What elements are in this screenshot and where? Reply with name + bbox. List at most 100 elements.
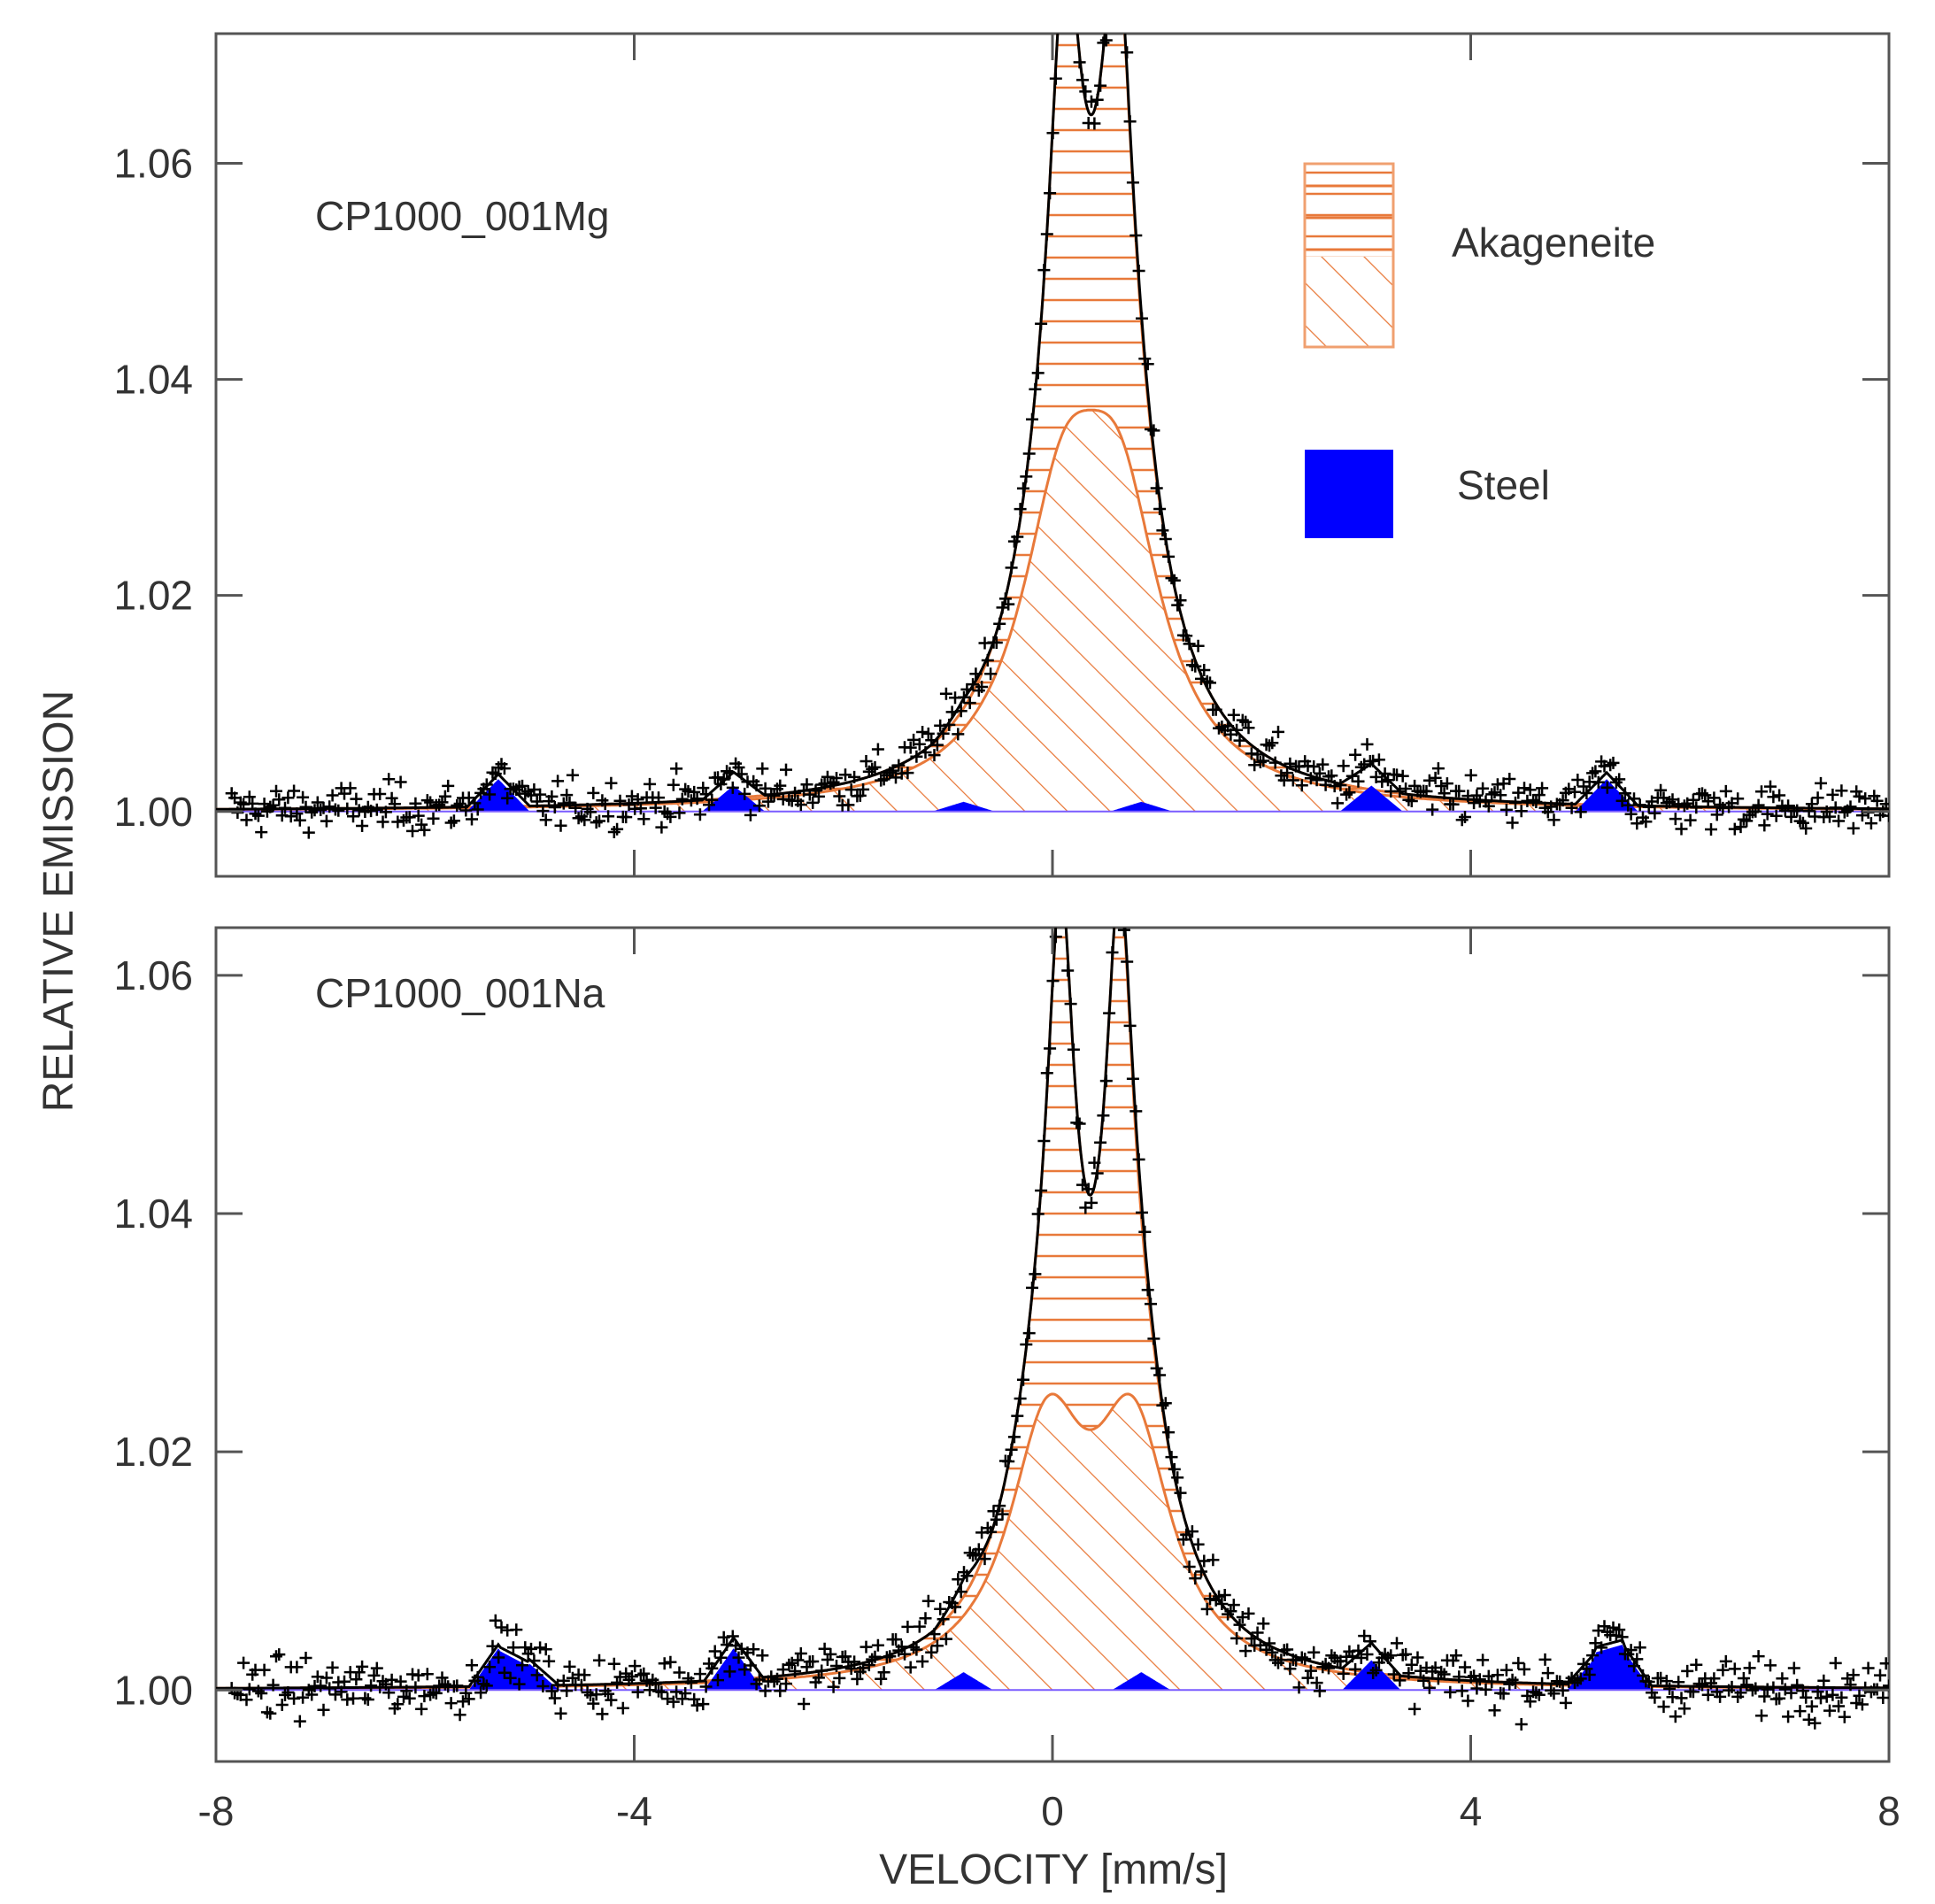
panel-top-plot-area: [216, 34, 1889, 839]
data-point: [1284, 1662, 1297, 1676]
data-point: [1853, 790, 1866, 803]
data-point: [320, 814, 333, 828]
data-point: [1800, 821, 1813, 835]
data-point: [1295, 779, 1308, 792]
data-point: [1716, 1663, 1730, 1677]
data-point: [347, 810, 359, 823]
data-point: [967, 1549, 980, 1562]
data-point: [332, 804, 345, 817]
data-point: [812, 790, 825, 803]
data-point: [1710, 808, 1723, 821]
data-point: [572, 812, 585, 825]
data-point: [587, 1697, 600, 1710]
data-point: [717, 1630, 730, 1644]
data-point: [631, 1685, 644, 1699]
x-tick-label: 0: [1041, 1788, 1064, 1834]
data-point: [534, 788, 547, 801]
data-point: [1253, 756, 1267, 768]
data-point: [1307, 760, 1321, 773]
data-point: [1545, 1684, 1558, 1697]
data-point: [365, 1679, 378, 1692]
data-point: [1213, 721, 1225, 735]
data-point: [1569, 785, 1581, 798]
data-point: [1817, 1674, 1831, 1687]
data-point: [1331, 797, 1344, 810]
data-point: [510, 1623, 523, 1637]
panel-bottom-axes: 1.00 1.02 1.04 1.06: [113, 928, 1889, 1761]
data-point: [1530, 1686, 1543, 1700]
data-point: [1791, 1678, 1804, 1692]
data-point: [237, 1656, 251, 1669]
data-point: [688, 785, 701, 798]
data-point: [497, 762, 511, 775]
data-point: [444, 816, 458, 829]
data-point: [279, 1688, 291, 1701]
data-point: [1088, 117, 1101, 130]
data-point: [1826, 1688, 1839, 1701]
data-point: [506, 1641, 520, 1654]
data-point: [1538, 1653, 1552, 1666]
data-point: [1684, 813, 1697, 827]
data-point: [800, 778, 813, 791]
data-point: [1372, 753, 1385, 767]
panel-top: 1.00 1.02 1.04 1.06 CP1000_001Mg: [113, 32, 1891, 878]
data-point: [563, 1660, 576, 1673]
data-point: [860, 755, 873, 767]
data-point: [1422, 1681, 1436, 1694]
data-point: [798, 1698, 811, 1710]
data-point: [394, 1675, 407, 1688]
data-point: [866, 762, 879, 775]
data-point: [1227, 1599, 1240, 1612]
data-point: [780, 763, 792, 776]
data-point: [1719, 1654, 1732, 1668]
panel-top-label: CP1000_001Mg: [315, 193, 609, 239]
data-point: [761, 795, 775, 808]
data-point: [1686, 1685, 1700, 1699]
data-point: [1719, 784, 1732, 798]
data-point: [1405, 795, 1418, 807]
data-point: [462, 1692, 475, 1706]
data-point: [341, 1693, 354, 1707]
data-point: [1361, 737, 1374, 751]
data-point: [584, 806, 597, 819]
data-point: [1204, 1592, 1216, 1606]
data-point: [412, 1669, 425, 1682]
data-point: [1607, 756, 1620, 769]
data-point: [673, 806, 686, 820]
data-point: [1846, 1669, 1860, 1682]
data-point: [240, 1693, 253, 1707]
data-point: [833, 1671, 846, 1684]
data-point: [1446, 798, 1460, 811]
data-point: [1705, 823, 1717, 836]
data-point: [738, 787, 752, 800]
data-point: [1429, 771, 1442, 784]
data-point: [273, 1648, 286, 1661]
data-point: [1337, 759, 1350, 773]
data-point: [260, 1706, 274, 1719]
data-point: [871, 743, 884, 756]
data-point: [756, 1649, 769, 1662]
data-point: [759, 782, 772, 795]
data-point: [1491, 1669, 1504, 1682]
data-point: [824, 1647, 837, 1661]
data-point: [365, 805, 378, 818]
data-point: [545, 1684, 559, 1698]
data-point: [429, 1686, 443, 1700]
data-point: [1808, 1716, 1822, 1730]
data-point: [1796, 816, 1809, 829]
data-point: [830, 772, 843, 784]
data-point: [978, 1553, 991, 1566]
data-point: [625, 790, 638, 803]
data-point: [1263, 739, 1276, 752]
data-point: [323, 800, 336, 813]
data-point: [293, 813, 306, 827]
data-point: [1773, 1692, 1786, 1705]
panel-bottom-plot-area: [216, 928, 1889, 1731]
data-point: [1758, 1690, 1771, 1703]
data-point: [1624, 807, 1638, 821]
data-point: [1349, 748, 1362, 761]
data-point: [726, 781, 739, 794]
data-point: [548, 1692, 561, 1705]
data-point: [794, 798, 807, 812]
data-point: [1767, 790, 1780, 804]
